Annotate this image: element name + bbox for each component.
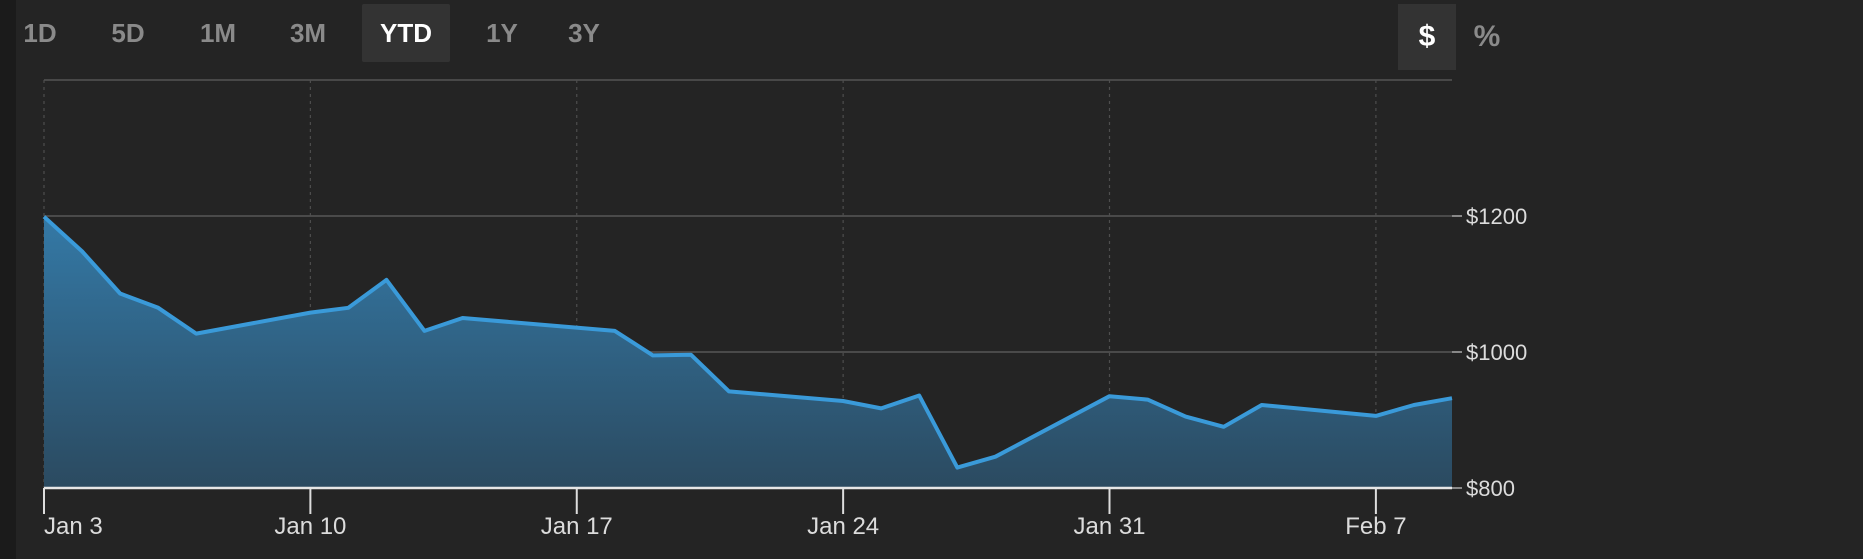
y-tick-label: $1200 <box>1466 204 1527 229</box>
tab-3m[interactable]: 3M <box>289 18 327 48</box>
price-chart: $1200 $1000 $800 Jan 3 Jan 10 Jan 17 Jan 24 Jan… <box>42 79 1527 540</box>
percent-toggle-button[interactable]: % <box>1473 20 1501 53</box>
tab-3y[interactable]: 3Y <box>568 18 600 48</box>
chart-axes: $1200 $1000 $800 Jan 3 Jan 10 Jan 17 Jan 24 Jan… <box>43 204 1527 540</box>
x-tick-label: Jan 10 <box>274 513 346 540</box>
dollar-toggle-button[interactable]: $ <box>1398 4 1456 70</box>
price-area <box>44 216 1452 488</box>
tab-1y[interactable]: 1Y <box>486 18 518 48</box>
stock-chart-widget: 1D 5D 1M 3M YTD 1Y 3Y $ % $1200 $1000 $800 Jan 3 J… <box>16 0 1863 559</box>
tab-5d[interactable]: 5D <box>111 18 145 48</box>
x-tick-label: Feb 7 <box>1345 513 1406 540</box>
tab-ytd[interactable]: YTD <box>362 4 450 62</box>
tab-1m[interactable]: 1M <box>199 18 237 48</box>
x-tick-label: Jan 3 <box>44 513 103 540</box>
x-tick-label: Jan 31 <box>1073 513 1145 540</box>
tab-1d[interactable]: 1D <box>23 18 57 48</box>
price-line <box>42 215 1453 470</box>
y-tick-label: $1000 <box>1466 340 1527 365</box>
x-tick-label: Jan 17 <box>541 513 613 540</box>
x-tick-label: Jan 24 <box>807 513 879 540</box>
y-tick-label: $800 <box>1466 476 1515 501</box>
